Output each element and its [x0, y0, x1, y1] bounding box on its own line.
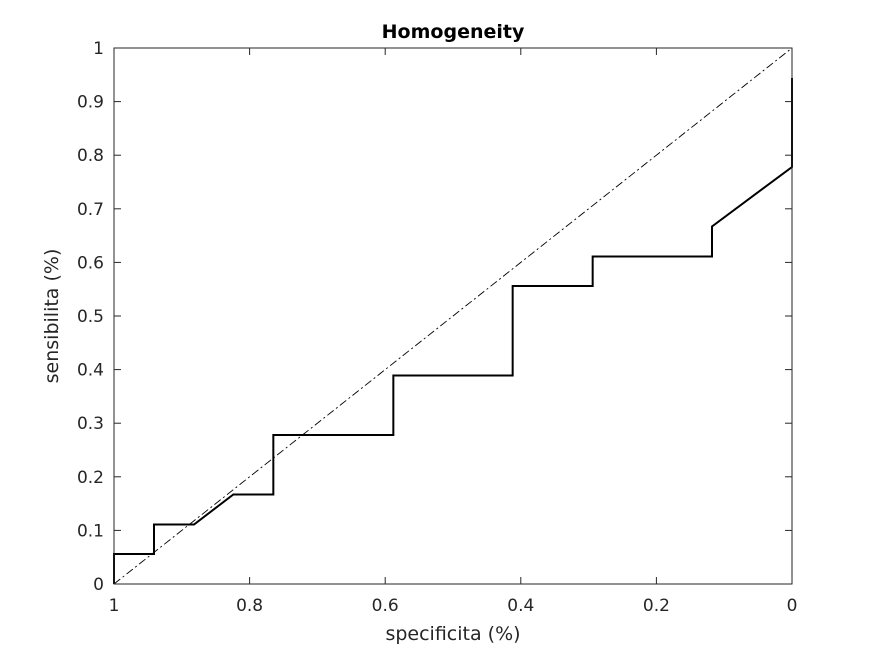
y-tick-label: 1 [93, 39, 104, 59]
y-tick-label: 0.6 [77, 253, 104, 273]
reference-diagonal-line [113, 47, 793, 585]
plot-frame [113, 47, 793, 585]
x-tick-label: 0.2 [643, 596, 670, 616]
chart-title: Homogeneity [382, 21, 525, 43]
tick-labels: 1 0.8 0.6 0.4 0.2 0 0 0.1 0.2 0.3 0.4 0.5 0.6 0.7 0.8 0… [77, 39, 797, 616]
y-tick-label: 0 [93, 575, 104, 595]
y-tick-label: 0.8 [77, 146, 104, 166]
y-axis-label: sensibilita (%) [41, 249, 63, 384]
y-tick-label: 0.4 [77, 361, 104, 381]
x-tick-label: 1 [109, 596, 120, 616]
x-tick-label: 0.8 [236, 596, 263, 616]
y-tick-label: 0.9 [77, 93, 104, 113]
y-tick-label: 0.5 [77, 307, 104, 327]
y-tick-label: 0.2 [77, 468, 104, 488]
x-tick-label: 0.4 [507, 596, 534, 616]
y-tick-label: 0.3 [77, 414, 104, 434]
x-axis-label: specificita (%) [385, 623, 520, 645]
series-layer [113, 47, 793, 585]
y-tick-label: 0.1 [77, 521, 104, 541]
x-tick-label: 0 [787, 596, 798, 616]
y-tick-label: 0.7 [77, 200, 104, 220]
x-tick-label: 0.6 [372, 596, 399, 616]
roc-curve-line [113, 78, 793, 584]
